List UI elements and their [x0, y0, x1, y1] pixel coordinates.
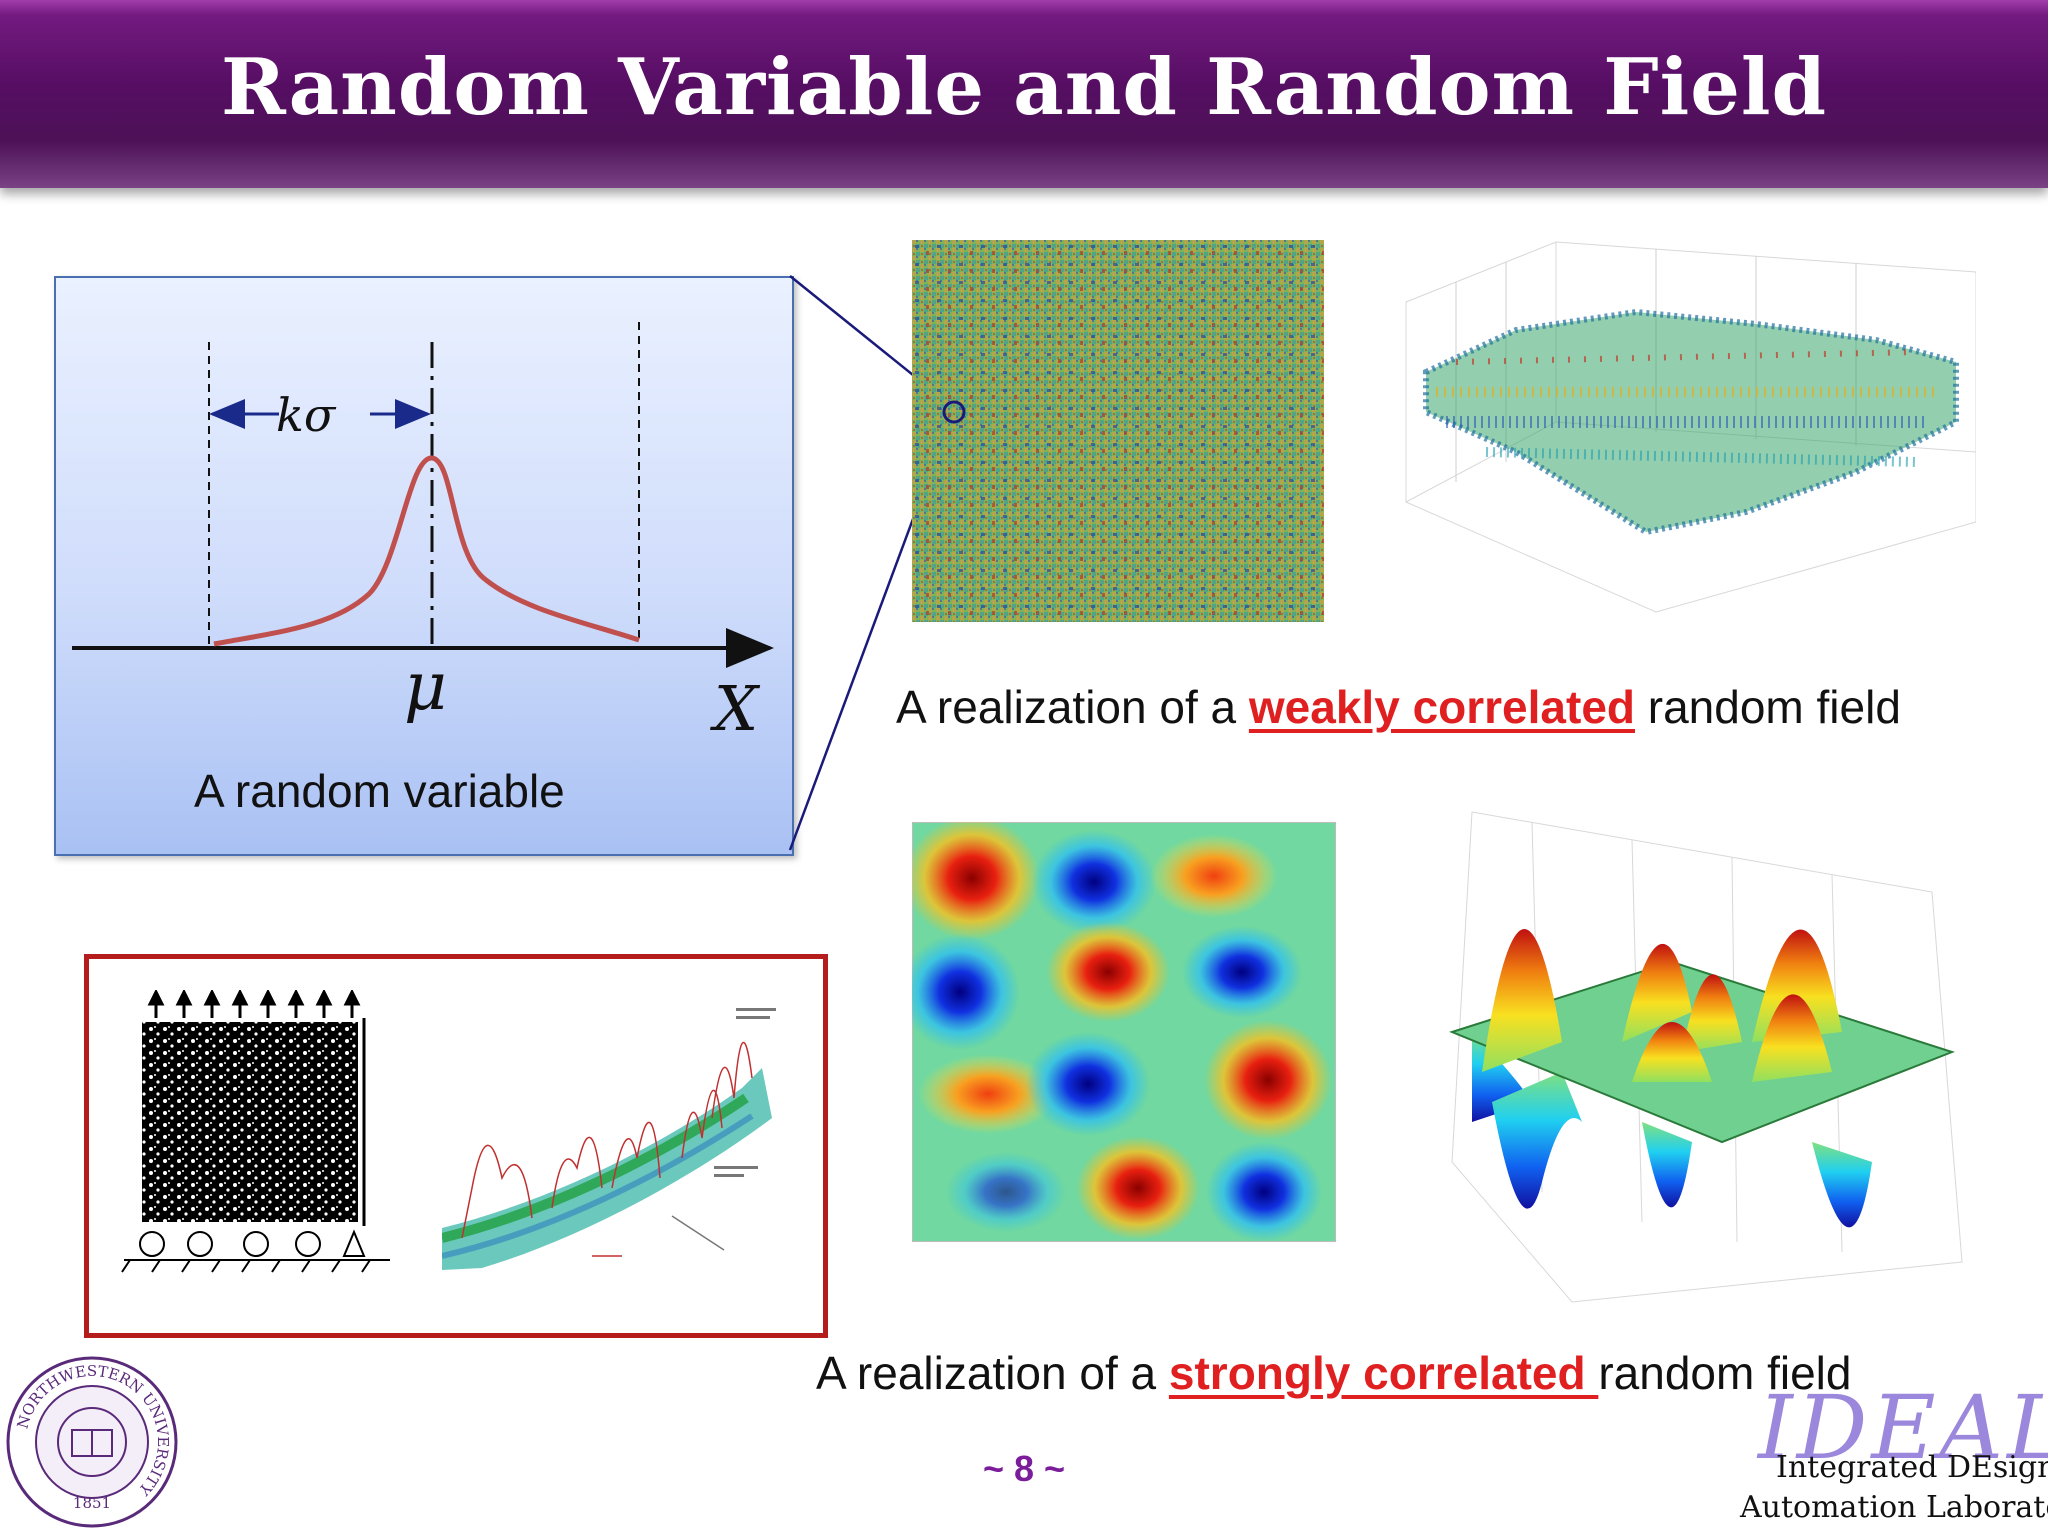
slide-title: Random Variable and Random Field [220, 42, 1828, 133]
lab-name-line1: Integrated DEsign [1776, 1450, 2048, 1485]
weak-caption-highlight: weakly correlated [1248, 681, 1635, 733]
weak-caption-prefix: A realization of a [896, 681, 1249, 733]
pdf-curve [213, 455, 640, 647]
mu-label: μ [404, 648, 447, 725]
ideal-logo-script: IDEAL [1758, 1376, 2048, 1479]
ksigma-label: kσ [276, 388, 336, 442]
weak-field-map [912, 240, 1324, 622]
strong-caption-suffix: random field [1598, 1347, 1852, 1399]
northwestern-seal: NORTHWESTERN UNIVERSITY 1851 [6, 1356, 178, 1528]
random-variable-caption: A random variable [194, 765, 565, 817]
page-number: ~ 8 ~ [982, 1448, 1066, 1489]
weak-field-caption: A realization of a weakly correlated ran… [896, 680, 1901, 734]
strong-field-map [912, 822, 1336, 1242]
weak-caption-suffix: random field [1635, 681, 1901, 733]
lab-name-line2: Automation Laboratory [1740, 1490, 2048, 1525]
strong-field-surface [1449, 811, 1963, 1303]
strong-caption-highlight: strongly correlated [1168, 1347, 1599, 1399]
beam-uncertainty-plot [442, 1008, 776, 1270]
strong-field-caption: A realization of a strongly correlated r… [816, 1346, 1851, 1400]
zoom-circle [942, 400, 966, 424]
strong-caption-prefix: A realization of a [816, 1347, 1169, 1399]
title-bar [0, 0, 2048, 188]
seal-year: 1851 [73, 1494, 111, 1512]
weak-field-surface [1405, 241, 1976, 613]
x-label: X [714, 672, 759, 745]
microstructure-specimen [121, 990, 390, 1273]
pdf-diagram [72, 322, 774, 668]
random-variable-panel [54, 276, 794, 856]
